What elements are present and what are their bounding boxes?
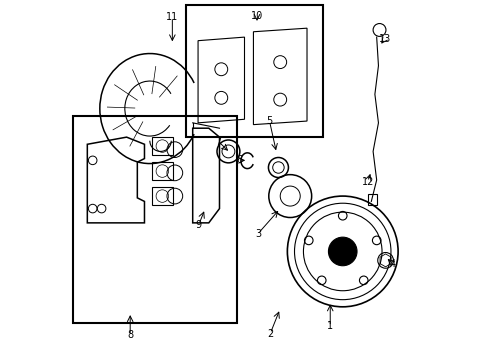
Text: 10: 10 — [250, 11, 263, 21]
Text: 11: 11 — [166, 13, 178, 22]
Text: 2: 2 — [266, 329, 273, 339]
Text: 5: 5 — [266, 116, 272, 126]
Bar — [151, 162, 173, 180]
Bar — [73, 116, 237, 323]
Bar — [151, 187, 173, 205]
Bar — [185, 5, 323, 137]
Text: 6: 6 — [236, 156, 243, 165]
Text: 1: 1 — [326, 321, 333, 332]
Text: 3: 3 — [254, 229, 261, 239]
Text: 13: 13 — [378, 34, 390, 44]
Text: 4: 4 — [389, 259, 395, 269]
Circle shape — [328, 237, 356, 266]
Text: 8: 8 — [127, 330, 133, 341]
Text: 9: 9 — [195, 220, 202, 230]
Bar — [151, 137, 173, 155]
Text: 7: 7 — [215, 137, 222, 147]
Text: 12: 12 — [361, 177, 373, 187]
